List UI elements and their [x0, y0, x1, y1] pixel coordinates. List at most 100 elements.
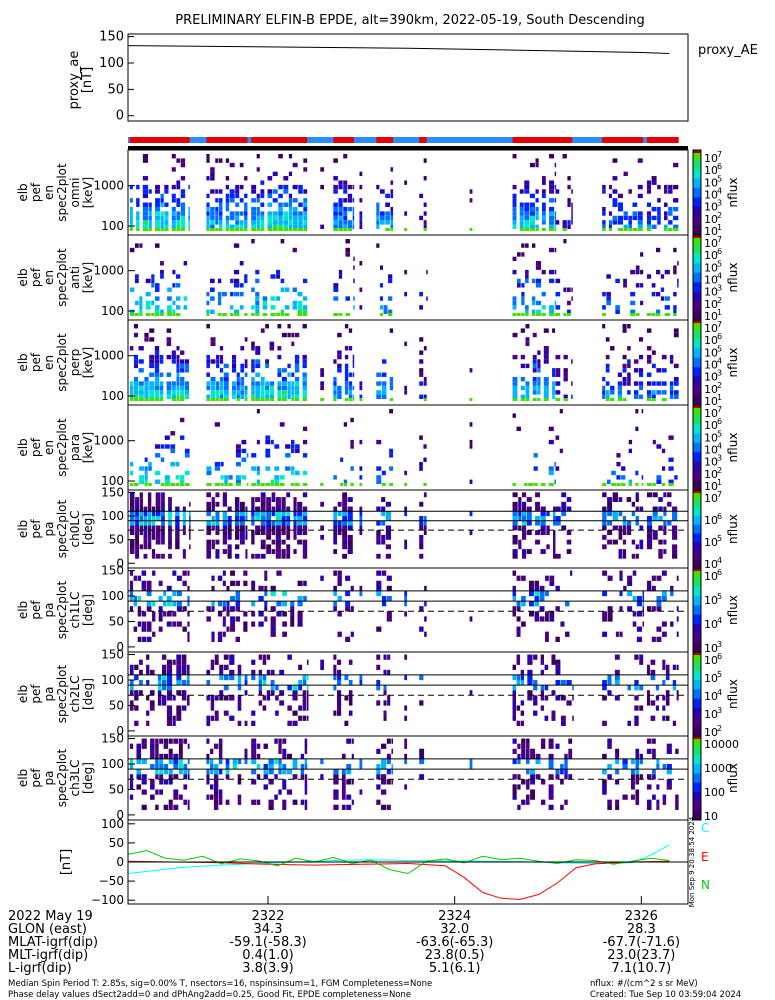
spec-cell	[218, 738, 223, 744]
colorbar-tick-label-base: 10	[704, 152, 718, 165]
spec-cell	[267, 193, 273, 199]
spec-cell	[614, 654, 620, 660]
spec-cell	[256, 774, 261, 780]
spec-cell	[228, 475, 233, 480]
spec-ylabel: spec2plot	[55, 664, 69, 723]
spec-cell	[271, 511, 276, 517]
spec-cell	[539, 606, 545, 612]
spec-cell	[304, 799, 308, 805]
spec-cell	[347, 506, 353, 512]
spec-cell	[661, 354, 667, 360]
spec-cell	[168, 511, 172, 517]
spec-cell	[240, 376, 245, 382]
spec-cell	[535, 492, 540, 498]
spec-cell	[176, 158, 181, 163]
spec-cell	[535, 215, 539, 221]
spec-cell	[256, 228, 260, 231]
spec-cell	[524, 228, 530, 231]
spec-cell	[237, 774, 242, 780]
spec-cell	[533, 695, 538, 701]
spec-cell	[159, 359, 164, 364]
spec-cell	[617, 215, 623, 221]
spec-cell	[275, 544, 281, 550]
spec-cell	[148, 211, 152, 216]
spec-cell	[151, 283, 155, 288]
spec-cell	[176, 368, 180, 373]
spec-cell	[260, 193, 265, 199]
spec-cell	[206, 794, 210, 800]
spec-cell	[512, 606, 516, 612]
spec-cell	[320, 501, 324, 507]
spec-cell	[562, 220, 567, 225]
spec-cell	[264, 575, 268, 581]
spec-cell	[352, 198, 355, 203]
spec-cell	[376, 664, 381, 670]
spec-cell	[333, 313, 339, 316]
spec-cell	[293, 501, 297, 507]
spec-cell	[555, 466, 560, 471]
spec-cell	[180, 376, 185, 382]
spec-cell	[150, 794, 155, 800]
spec-cell	[646, 202, 652, 207]
spec-cell	[540, 685, 545, 691]
spec-cell	[206, 669, 211, 676]
spec-cell	[251, 501, 255, 507]
spec-cell	[637, 228, 643, 231]
spec-cell	[292, 247, 297, 253]
spec-cell	[635, 748, 640, 754]
spec-cell	[560, 764, 564, 770]
spec-cell	[139, 466, 145, 471]
spec-cell	[540, 690, 545, 696]
spec-cell	[220, 483, 224, 486]
spec-cell	[612, 516, 618, 521]
spec-cell	[256, 764, 261, 770]
spec-cell	[639, 774, 643, 780]
spec-cell	[352, 224, 355, 229]
spec-cell	[179, 417, 185, 423]
spec-cell	[141, 804, 147, 810]
spec-cell	[546, 511, 550, 517]
spec-cell	[404, 596, 408, 602]
colorbar-top	[693, 405, 701, 408]
spec-cell	[651, 224, 657, 229]
spec-cell	[144, 470, 148, 476]
spec-cell	[534, 616, 539, 622]
spec-cell	[469, 444, 473, 449]
spec-cell	[239, 184, 244, 190]
spec-cell	[549, 198, 555, 203]
spec-cell	[302, 390, 307, 395]
spec-cell	[155, 283, 160, 288]
spec-cell	[602, 534, 607, 540]
spec-cell	[171, 184, 176, 190]
spec-cell	[302, 715, 307, 721]
spec-cell	[333, 385, 337, 391]
spec-cell	[549, 247, 555, 253]
spec-cell	[175, 530, 180, 536]
spec-cell	[662, 659, 666, 665]
spec-cell	[164, 479, 170, 484]
spec-cell	[216, 394, 220, 399]
spec-cell	[267, 202, 273, 207]
spec-cell	[150, 743, 155, 749]
spec-cell	[255, 296, 260, 301]
spec-ylabel: para	[68, 434, 82, 461]
spec-cell	[302, 705, 307, 711]
spec-cell	[186, 664, 190, 670]
spec-cell	[554, 228, 557, 231]
spec-cell	[137, 621, 141, 627]
spec-cell	[385, 202, 390, 207]
spec-cell	[168, 534, 172, 540]
spec-cell	[236, 381, 240, 386]
spec-cell	[548, 758, 554, 765]
spec-cell	[206, 779, 210, 785]
spec-cell	[215, 501, 220, 507]
colorbar-tick-label-exp: 1	[717, 308, 722, 317]
spec-cell	[419, 372, 424, 377]
spec-cell	[171, 193, 176, 199]
spec-cell	[240, 381, 245, 386]
spec-cell	[612, 215, 618, 221]
spec-cell	[133, 332, 139, 338]
colorbar-tick-label: 10 3	[704, 284, 722, 299]
spec-cell	[244, 748, 248, 754]
spec-cell	[260, 539, 266, 545]
